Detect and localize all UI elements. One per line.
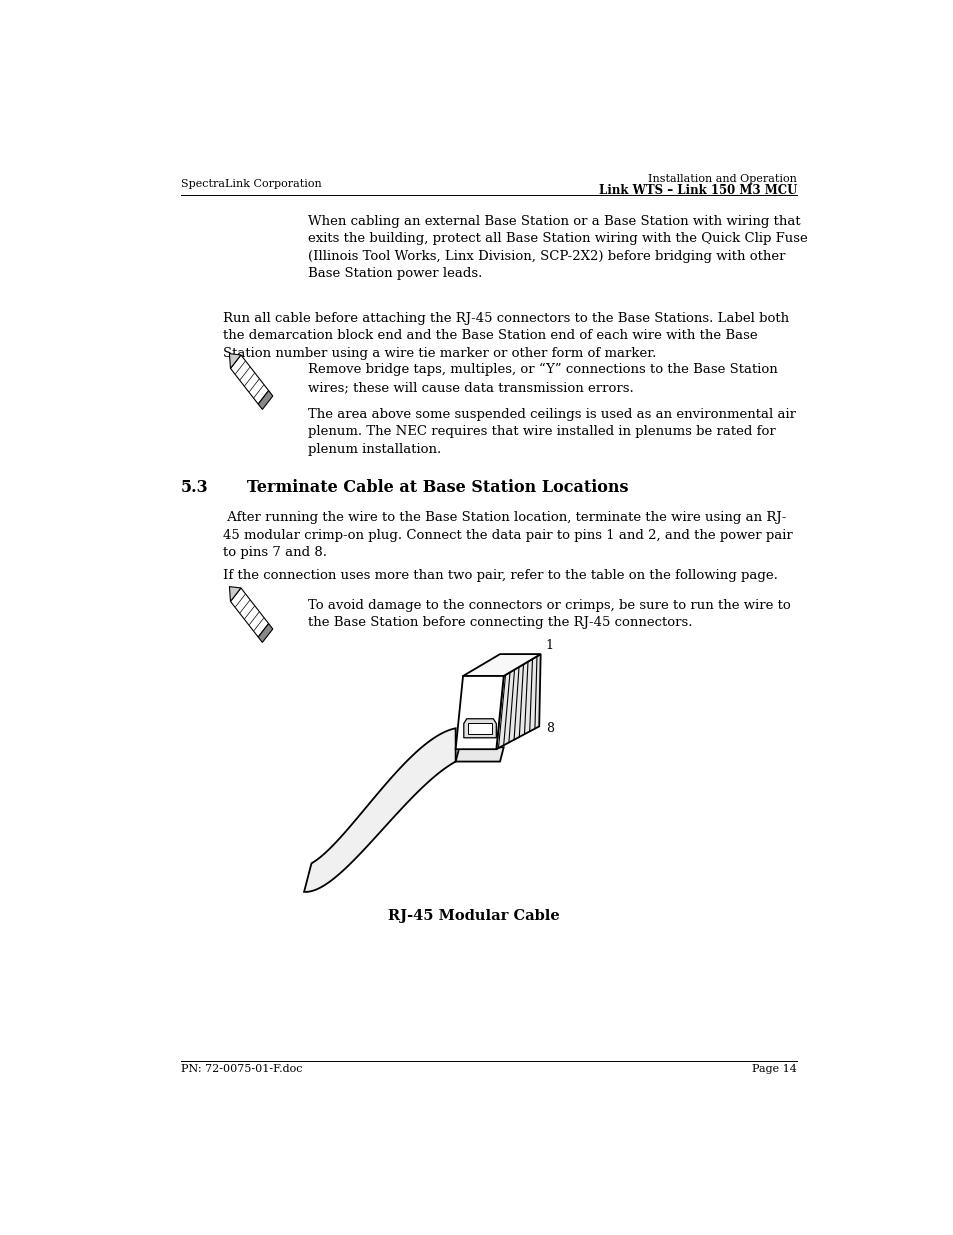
Text: Link WTS – Link 150 M3 MCU: Link WTS – Link 150 M3 MCU bbox=[598, 184, 797, 198]
Polygon shape bbox=[231, 588, 269, 637]
Polygon shape bbox=[304, 729, 456, 892]
Text: Run all cable before attaching the RJ-45 connectors to the Base Stations. Label : Run all cable before attaching the RJ-45… bbox=[222, 311, 788, 359]
Polygon shape bbox=[258, 390, 273, 410]
Text: 1: 1 bbox=[545, 640, 554, 652]
Text: PN: 72-0075-01-F.doc: PN: 72-0075-01-F.doc bbox=[180, 1065, 302, 1074]
Text: SpectraLink Corporation: SpectraLink Corporation bbox=[180, 179, 321, 189]
Polygon shape bbox=[456, 747, 503, 762]
Text: Page 14: Page 14 bbox=[752, 1065, 797, 1074]
Polygon shape bbox=[231, 354, 269, 404]
Text: If the connection uses more than two pair, refer to the table on the following p: If the connection uses more than two pai… bbox=[222, 568, 777, 582]
Polygon shape bbox=[468, 722, 492, 734]
Text: RJ-45 Modular Cable: RJ-45 Modular Cable bbox=[388, 909, 559, 923]
Polygon shape bbox=[456, 676, 503, 750]
Polygon shape bbox=[496, 655, 540, 750]
Polygon shape bbox=[463, 719, 496, 737]
Text: After running the wire to the Base Station location, terminate the wire using an: After running the wire to the Base Stati… bbox=[222, 511, 792, 559]
Polygon shape bbox=[229, 353, 241, 368]
Text: 8: 8 bbox=[545, 721, 554, 735]
Text: To avoid damage to the connectors or crimps, be sure to run the wire to
the Base: To avoid damage to the connectors or cri… bbox=[308, 599, 790, 630]
Text: Remove bridge taps, multiples, or “Y” connections to the Base Station
wires; the: Remove bridge taps, multiples, or “Y” co… bbox=[308, 363, 777, 394]
Text: 5.3: 5.3 bbox=[180, 479, 208, 496]
Text: The area above some suspended ceilings is used as an environmental air
plenum. T: The area above some suspended ceilings i… bbox=[308, 408, 795, 456]
Text: Installation and Operation: Installation and Operation bbox=[648, 174, 797, 184]
Text: Terminate Cable at Base Station Locations: Terminate Cable at Base Station Location… bbox=[247, 479, 628, 496]
Polygon shape bbox=[258, 624, 273, 642]
Polygon shape bbox=[229, 587, 241, 601]
Text: When cabling an external Base Station or a Base Station with wiring that
exits t: When cabling an external Base Station or… bbox=[308, 215, 806, 280]
Polygon shape bbox=[462, 655, 540, 676]
